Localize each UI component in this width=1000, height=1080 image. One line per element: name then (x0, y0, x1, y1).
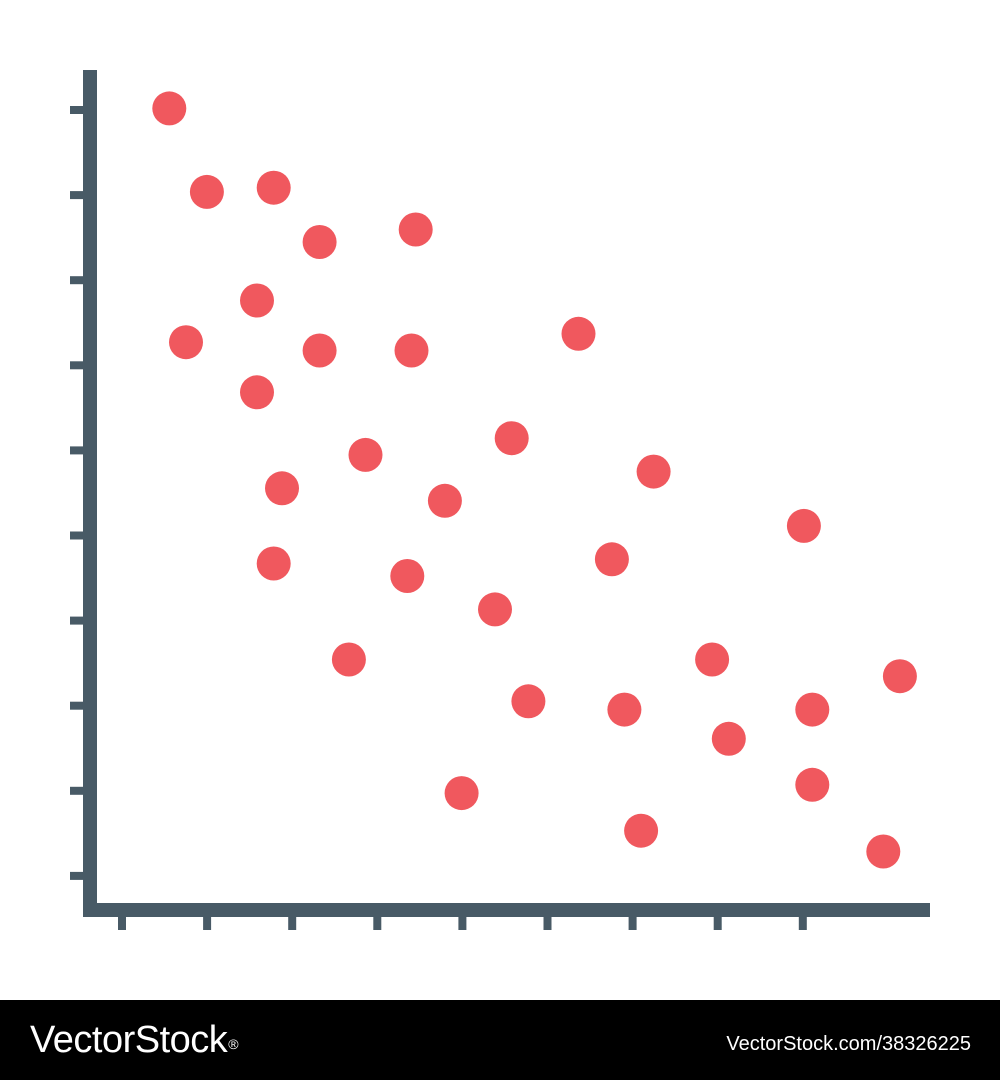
data-point (711, 721, 746, 756)
x-tick (458, 910, 467, 930)
axes (70, 70, 930, 930)
data-point (169, 325, 203, 360)
y-tick (70, 106, 90, 114)
data-point (302, 225, 337, 259)
data-point (607, 692, 642, 727)
data-point (636, 454, 671, 489)
data-point (189, 174, 224, 209)
data-point (240, 375, 274, 410)
y-tick (70, 871, 90, 880)
data-point (394, 333, 429, 368)
y-tick (70, 701, 90, 710)
data-point (331, 642, 366, 677)
x-tick (798, 910, 807, 930)
data-point (240, 283, 274, 318)
data-point (511, 684, 546, 719)
data-point (561, 316, 596, 351)
image-id-text: VectorStock.com/38326225 (726, 1033, 971, 1055)
data-point (882, 659, 917, 694)
y-tick (70, 276, 90, 285)
data-point (302, 333, 337, 368)
scatter-plot (70, 70, 930, 930)
data-point (427, 483, 462, 518)
data-point (398, 212, 433, 247)
registered-mark: ® (228, 1036, 239, 1052)
brand-name: VectorStock (30, 1019, 228, 1061)
y-tick (70, 191, 90, 200)
data-point (695, 642, 730, 677)
data-point (866, 834, 901, 869)
x-tick (288, 910, 297, 930)
data-point (624, 813, 659, 848)
data-point (594, 542, 629, 577)
y-tick (70, 446, 90, 455)
x-tick (628, 910, 637, 930)
data-point (444, 776, 479, 811)
data-point (265, 471, 299, 506)
x-tick (373, 910, 382, 930)
x-tick (713, 910, 722, 930)
y-tick (70, 786, 90, 795)
chart-area (70, 70, 930, 930)
data-point (494, 421, 529, 456)
data-point (795, 767, 830, 802)
x-tick (543, 910, 552, 930)
y-tick (70, 361, 90, 370)
y-tick (70, 616, 90, 625)
brand-logo[interactable]: VectorStock® (30, 1017, 239, 1063)
data-points (152, 91, 917, 869)
data-point (256, 170, 291, 205)
y-tick (70, 531, 90, 540)
x-tick (118, 910, 126, 930)
footer-bar: VectorStock® VectorStock.com/38326225 (0, 1000, 1000, 1080)
x-tick (203, 910, 212, 930)
data-point (348, 437, 383, 472)
data-point (256, 546, 291, 581)
data-point (795, 692, 830, 727)
data-point (478, 592, 512, 627)
data-point (152, 91, 187, 126)
data-point (390, 559, 425, 593)
data-point (786, 508, 821, 543)
